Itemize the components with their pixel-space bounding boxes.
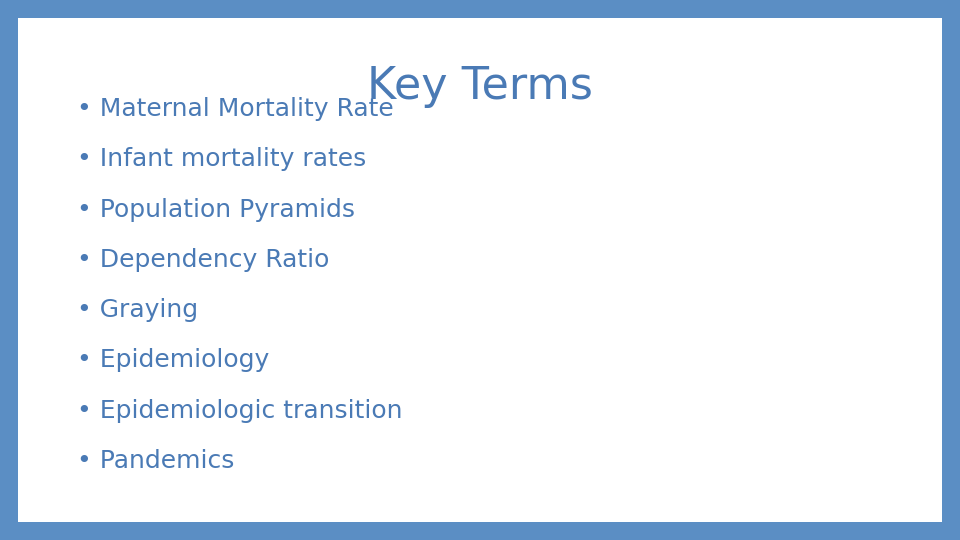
Text: • Dependency Ratio: • Dependency Ratio bbox=[77, 248, 329, 272]
Text: • Graying: • Graying bbox=[77, 298, 198, 322]
Text: • Epidemiology: • Epidemiology bbox=[77, 348, 269, 372]
Text: • Maternal Mortality Rate: • Maternal Mortality Rate bbox=[77, 97, 394, 121]
Text: • Epidemiologic transition: • Epidemiologic transition bbox=[77, 399, 402, 422]
Text: Key Terms: Key Terms bbox=[367, 65, 593, 108]
Text: • Pandemics: • Pandemics bbox=[77, 449, 234, 472]
Text: • Population Pyramids: • Population Pyramids bbox=[77, 198, 355, 221]
Text: • Infant mortality rates: • Infant mortality rates bbox=[77, 147, 366, 171]
